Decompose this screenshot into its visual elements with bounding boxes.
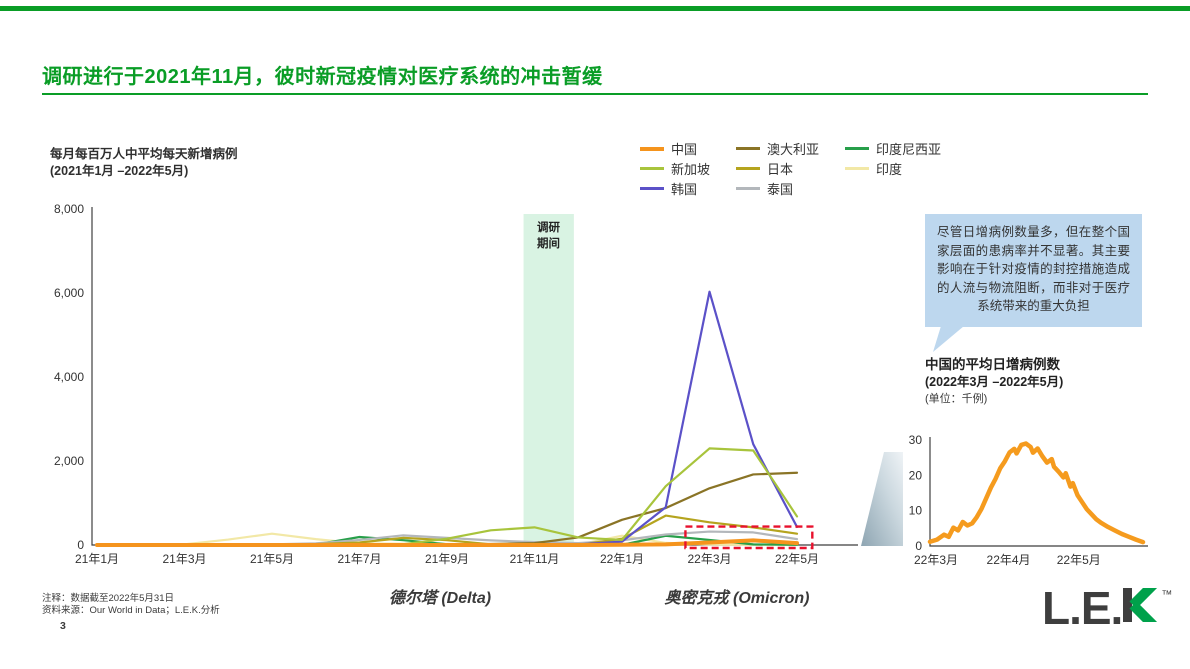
small-x-tick: 22年5月 [1057,553,1101,567]
legend-item-korea: 韩国 [640,182,710,197]
small-y-tick: 0 [915,539,922,553]
legend-swatch-japan [736,167,761,170]
legend-swatch-china [640,146,664,151]
main-x-tick: 21年11月 [510,552,560,566]
annotation-omicron: 奥密克戎 (Omicron) [664,590,810,607]
legend-item-japan: 日本 [736,162,819,177]
main-y-tick: 8,000 [54,202,84,216]
small-y-tick: 30 [909,433,923,447]
main-x-tick: 21年7月 [337,552,381,566]
page-title: 调研进行于2021年11月，彼时新冠疫情对医疗系统的冲击暂缓 [42,66,603,88]
survey-band [523,214,574,545]
legend-item-indonesia: 印度尼西亚 [845,142,942,157]
survey-band-label: 调研 期间 [537,222,560,250]
footnote-note: 注释：数据截至2022年5月31日 [42,593,174,604]
series-line-japan [95,514,799,547]
title-underline [42,93,1148,95]
logo-k-icon [1123,588,1158,622]
logo-tm: ™ [1161,589,1173,601]
main-chart: 0 2,000 4,000 6,000 8,000 21年1月 21年3月 21年5月 21年7… [54,202,964,566]
page-number: 3 [60,620,66,632]
main-x-tick: 22年1月 [600,552,644,566]
legend-item-australia: 澳大利亚 [736,142,820,157]
china-detail-chart: 0 10 20 30 22年3月 22年4月 22年5月 [909,433,1148,567]
footnote-source: 资料来源：Our World in Data；L.E.K.分析 [42,605,220,616]
legend-swatch-australia [736,147,761,150]
main-x-tick: 21年5月 [250,552,294,566]
main-y-tick: 0 [77,538,84,552]
series-line-australia [95,471,799,547]
logo-text: L.E. [1042,582,1123,634]
legend-swatch-thailand [736,187,761,190]
small-chart-subtitle: (2022年3月 –2022年5月) [925,374,1064,389]
callout-tail [933,326,964,352]
small-chart-unit: (单位：千例) [925,393,988,406]
legend-item-thailand: 泰国 [736,182,819,197]
legend-swatch-india [845,167,870,170]
callout-box: 尽管日增病例数量多，但在整个国家层面的患病率并不显著。其主要影响在于针对疫情的封… [925,214,1142,327]
main-y-tick: 2,000 [54,454,84,468]
main-y-tick: 6,000 [54,286,84,300]
main-chart-title: 每月每百万人中平均每天新增病例 [50,147,238,161]
small-chart-title: 中国的平均日增病例数 [925,357,1060,372]
main-x-tick: 22年3月 [687,552,731,566]
series-line-china [95,538,799,547]
legend-label-australia: 澳大利亚 [767,142,820,157]
legend-label-thailand: 泰国 [767,182,794,197]
main-x-tick: 22年5月 [775,552,819,566]
china-detail-line [927,441,1146,545]
legend: 中国新加坡韩国 澳大利亚日本泰国 印度尼西亚印度 [640,142,942,197]
main-x-tick: 21年1月 [75,552,119,566]
main-chart-axis-title: 每月每百万人中平均每天新增病例 (2021年1月 –2022年5月) [50,146,238,180]
legend-swatch-indonesia [845,147,870,150]
main-chart-subtitle: (2021年1月 –2022年5月) [50,163,189,178]
small-chart-header: 中国的平均日增病例数 (2022年3月 –2022年5月) (单位：千例) [925,356,1063,407]
legend-item-china: 中国 [640,142,710,157]
main-x-tick: 21年3月 [162,552,206,566]
small-y-tick: 20 [909,468,923,482]
main-axes [91,207,858,546]
series-line-korea [95,290,799,547]
legend-item-india: 印度 [845,162,941,177]
lek-logo: L.E. ™ [1042,585,1172,631]
zoom-funnel [861,452,903,546]
legend-label-china: 中国 [671,142,698,157]
top-accent-bar [0,6,1190,11]
main-y-tick: 4,000 [54,370,84,384]
small-x-tick: 22年3月 [914,553,958,567]
legend-label-indonesia: 印度尼西亚 [876,142,942,157]
legend-label-korea: 韩国 [671,182,698,197]
main-x-tick: 21年9月 [425,552,469,566]
small-axes [929,437,1148,547]
legend-swatch-korea [640,187,664,190]
legend-label-japan: 日本 [767,162,794,177]
small-x-tick: 22年4月 [987,553,1031,567]
legend-swatch-singapore [640,167,664,170]
legend-label-singapore: 新加坡 [671,162,711,177]
annotation-delta: 德尔塔 (Delta) [388,590,492,607]
china-highlight-box [684,525,814,550]
legend-item-singapore: 新加坡 [640,162,711,177]
small-y-tick: 10 [909,504,923,518]
legend-label-india: 印度 [876,162,903,177]
